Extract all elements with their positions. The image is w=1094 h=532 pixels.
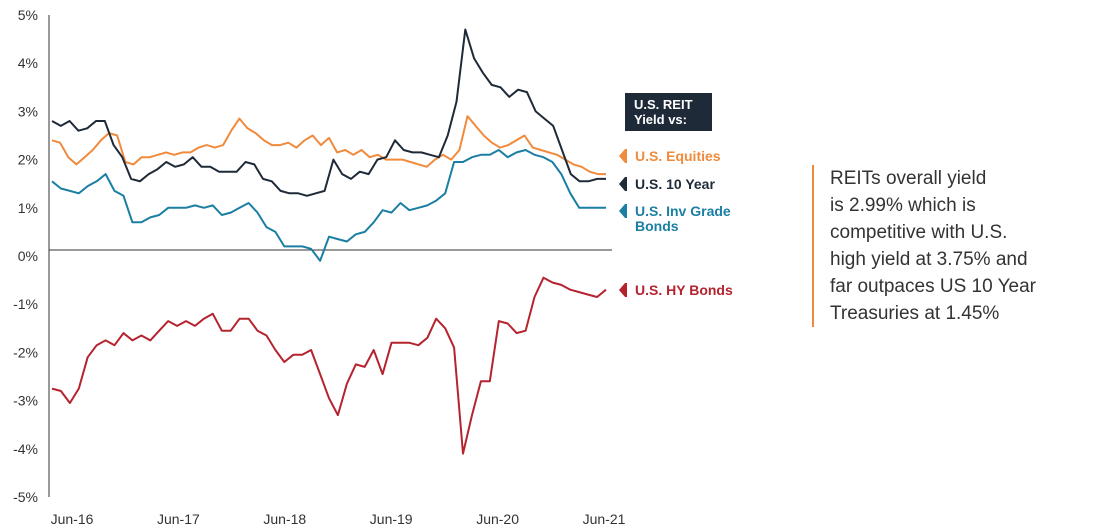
legend-arrow-marker — [619, 204, 625, 218]
legend-arrow-bar — [625, 283, 627, 297]
y-tick-label: 1% — [18, 200, 38, 216]
legend-label: U.S. HY Bonds — [635, 282, 733, 298]
legend-arrow-bar — [625, 177, 627, 191]
legend-arrow-marker — [619, 149, 625, 163]
x-tick-label: Jun-20 — [476, 511, 519, 527]
series-line-u-s-inv-grade-bonds — [51, 149, 606, 262]
legend-title: U.S. REIT Yield vs: — [625, 93, 712, 131]
axes — [48, 15, 612, 497]
legend-label: U.S. 10 Year — [635, 176, 715, 192]
y-tick-label: 3% — [18, 103, 38, 119]
y-tick-label: -3% — [13, 393, 38, 409]
legend-arrow-bar — [625, 149, 627, 163]
legend-item: U.S. 10 Year — [619, 176, 715, 192]
y-tick-label: 4% — [18, 55, 38, 71]
legend-item: U.S. HY Bonds — [619, 282, 733, 298]
x-tick-label: Jun-17 — [157, 511, 200, 527]
y-tick-label: 2% — [18, 152, 38, 168]
legend-arrow-marker — [619, 283, 625, 297]
legend-item: U.S. Inv Grade Bonds — [619, 203, 731, 234]
legend-arrow-marker — [619, 177, 625, 191]
y-tick-label: -2% — [13, 344, 38, 360]
series-lines — [51, 28, 607, 455]
x-tick-label: Jun-18 — [263, 511, 306, 527]
y-tick-label: -4% — [13, 441, 38, 457]
annotation-note: REITs overall yield is 2.99% which is co… — [812, 165, 1094, 327]
legend-item: U.S. Equities — [619, 148, 721, 164]
legend-label: U.S. Inv Grade Bonds — [635, 203, 731, 234]
series-line-u-s-equities — [51, 115, 606, 176]
series-line-u-s-10-year — [51, 28, 606, 197]
y-tick-label: 0% — [18, 248, 38, 264]
y-tick-label: 5% — [18, 7, 38, 23]
x-tick-label: Jun-21 — [583, 511, 626, 527]
x-tick-label: Jun-16 — [51, 511, 94, 527]
legend-label: U.S. Equities — [635, 148, 721, 164]
legend: U.S. Equities U.S. 10 Year U.S. Inv Grade B… — [619, 148, 733, 298]
x-tick-label: Jun-19 — [370, 511, 413, 527]
series-line-u-s-hy-bonds — [51, 276, 607, 455]
legend-arrow-bar — [625, 204, 627, 218]
y-tick-label: -1% — [13, 296, 38, 312]
y-axis-ticks: 5% 4% 3% 2% 1% 0% -1% -2% -3% -4% -5% — [13, 7, 38, 505]
x-axis-ticks: Jun-16 Jun-17 Jun-18 Jun-19 Jun-20 Jun-21 — [51, 511, 626, 527]
y-tick-label: -5% — [13, 489, 38, 505]
